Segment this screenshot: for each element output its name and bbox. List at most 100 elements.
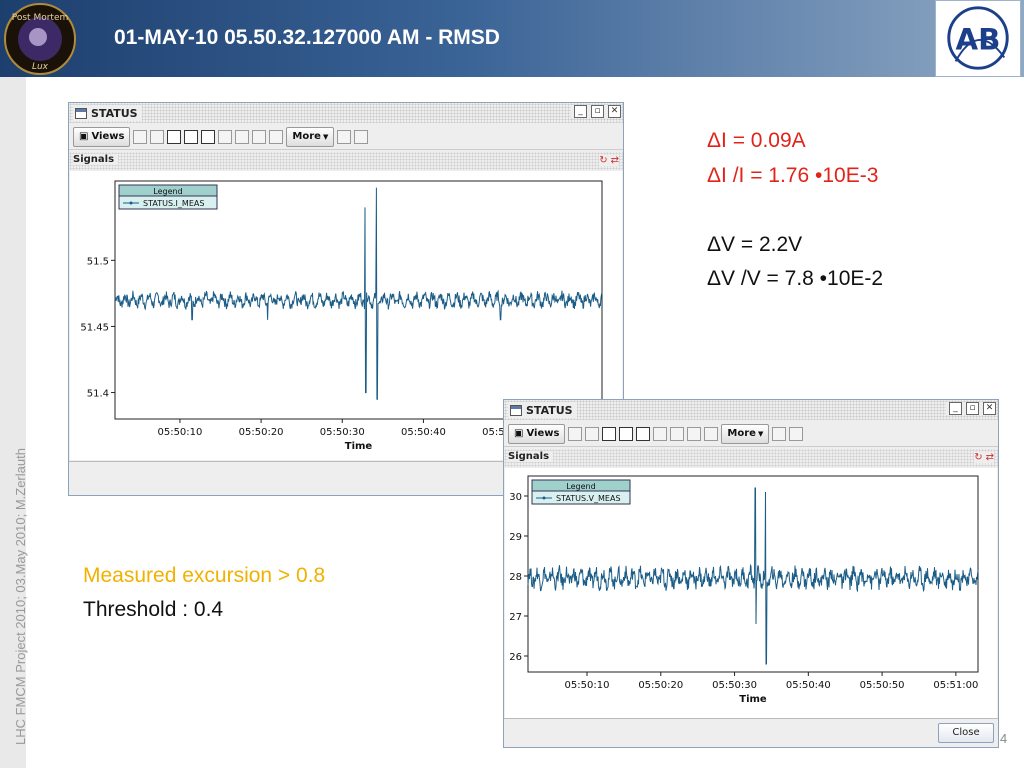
toolbar: ▣ Views More ▼ — [504, 421, 998, 447]
ab-logo: AB — [935, 0, 1021, 77]
window-title: STATUS — [91, 106, 138, 120]
plot-frame — [527, 475, 979, 673]
window-titlebar[interactable]: STATUS _ ▫ ✕ — [504, 400, 998, 420]
views-icon: ▣ — [79, 131, 89, 142]
delta-v-text: ΔV = 2.2V — [707, 233, 803, 256]
legend-entry: STATUS.I_MEAS — [143, 199, 204, 208]
side-band — [0, 77, 26, 768]
signals-bar: Signals ↻ ⇄ — [504, 449, 998, 467]
legend-header — [118, 184, 218, 197]
series-line — [527, 487, 979, 665]
signals-bar: Signals ↻ ⇄ — [69, 152, 623, 170]
add-chart-icon[interactable] — [653, 426, 668, 441]
y-tick-label: 51.4 — [87, 389, 109, 400]
export-icon[interactable] — [772, 426, 787, 441]
columns-icon[interactable] — [167, 129, 182, 144]
table-icon[interactable] — [704, 426, 719, 441]
voltage-chart[interactable]: 30 29 28 27 26 05:50:10 05:50:20 05:50:30 05:50:… — [505, 468, 998, 718]
add-chart-icon[interactable] — [218, 129, 233, 144]
legend-entry: STATUS.V_MEAS — [556, 494, 621, 503]
y-tick-label: 26 — [509, 652, 522, 663]
layout-split-icon[interactable] — [150, 129, 165, 144]
window-titlebar[interactable]: STATUS _ ▫ ✕ — [69, 103, 623, 123]
more-button[interactable]: More ▼ — [721, 423, 770, 444]
signals-label: Signals — [508, 451, 554, 462]
legend-marker — [129, 201, 133, 205]
minimize-icon[interactable]: _ — [574, 105, 587, 118]
views-button[interactable]: ▣ Views — [73, 126, 131, 147]
slide-number: 4 — [1000, 731, 1008, 746]
x-axis-label: Time — [739, 694, 767, 705]
grid-icon[interactable] — [636, 426, 651, 441]
post-mortem-logo: Post Mortem Lux — [4, 3, 76, 75]
layout-icon[interactable] — [133, 129, 148, 144]
page-title: 01-MAY-10 05.50.32.127000 AM - RMSD — [114, 26, 500, 49]
close-icon[interactable]: ✕ — [983, 402, 996, 415]
x-tick-label: 05:50:20 — [239, 427, 284, 438]
y-tick-label: 28 — [509, 572, 522, 583]
x-tick-label: 05:50:10 — [157, 427, 202, 438]
x-tick-label: 05:50:40 — [786, 680, 831, 691]
legend-title: Legend — [153, 187, 182, 196]
remove-chart-icon[interactable] — [235, 129, 250, 144]
logo-text-top: Post Mortem — [12, 13, 69, 23]
table-icon[interactable] — [269, 129, 284, 144]
legend: Legend STATUS.I_MEAS — [118, 184, 218, 210]
rows-icon[interactable] — [619, 426, 634, 441]
delta-i-rel-text: ΔI /I = 1.76 •10E-3 — [707, 164, 879, 187]
remove-chart-icon[interactable] — [670, 426, 685, 441]
window-footer: Close — [504, 718, 998, 747]
chart-panel: 30 29 28 27 26 05:50:10 05:50:20 05:50:30 05:50:… — [505, 468, 997, 718]
panel-icon[interactable] — [687, 426, 702, 441]
sync-icon[interactable]: ⇄ — [985, 452, 994, 463]
export-icon[interactable] — [337, 129, 352, 144]
chevron-down-icon: ▼ — [322, 132, 329, 141]
print-icon[interactable] — [789, 426, 804, 441]
y-tick-label: 29 — [509, 532, 522, 543]
x-tick-label: 05:50:30 — [712, 680, 757, 691]
grid-icon[interactable] — [201, 129, 216, 144]
x-tick-label: 05:51:00 — [933, 680, 978, 691]
x-tick-label: 05:50:40 — [401, 427, 446, 438]
layout-icon[interactable] — [568, 426, 583, 441]
close-button[interactable]: Close — [938, 723, 994, 743]
window-icon — [75, 107, 87, 119]
delta-i-text: ΔI = 0.09A — [707, 129, 806, 152]
rows-icon[interactable] — [184, 129, 199, 144]
excursion-text: Measured excursion > 0.8 — [83, 564, 326, 587]
delta-v-rel-text: ΔV /V = 7.8 •10E-2 — [707, 267, 884, 290]
threshold-text: Threshold : 0.4 — [83, 598, 224, 621]
series-line — [114, 187, 603, 400]
logo-text-bottom: Lux — [32, 62, 49, 72]
x-tick-label: 05:50:10 — [565, 680, 610, 691]
close-icon[interactable]: ✕ — [608, 105, 621, 118]
maximize-icon[interactable]: ▫ — [966, 402, 979, 415]
toolbar: ▣ Views More ▼ — [69, 124, 623, 150]
refresh-icon[interactable]: ↻ — [974, 452, 983, 463]
legend-marker — [542, 496, 546, 500]
refresh-icon[interactable]: ↻ — [599, 155, 608, 166]
legend: Legend STATUS.V_MEAS — [531, 479, 631, 505]
y-tick-label: 51.45 — [80, 322, 109, 333]
x-tick-label: 05:50:30 — [320, 427, 365, 438]
x-tick-label: 05:50:50 — [860, 680, 905, 691]
header-bar: Post Mortem Lux 01-MAY-10 05.50.32.12700… — [0, 0, 1024, 77]
layout-split-icon[interactable] — [585, 426, 600, 441]
sync-icon[interactable]: ⇄ — [610, 155, 619, 166]
legend-title: Legend — [566, 482, 595, 491]
print-icon[interactable] — [354, 129, 369, 144]
columns-icon[interactable] — [602, 426, 617, 441]
views-button[interactable]: ▣ Views — [508, 423, 566, 444]
footer-credit: LHC FMCM Project 2010; 03.May 2010; M.Ze… — [13, 448, 28, 745]
views-icon: ▣ — [514, 428, 524, 439]
minimize-icon[interactable]: _ — [949, 402, 962, 415]
signals-label: Signals — [73, 154, 119, 165]
more-button[interactable]: More ▼ — [286, 126, 335, 147]
y-tick-label: 30 — [509, 492, 522, 503]
window-title: STATUS — [526, 403, 573, 417]
y-tick-label: 51.5 — [87, 256, 109, 267]
x-axis-label: Time — [345, 441, 373, 452]
maximize-icon[interactable]: ▫ — [591, 105, 604, 118]
panel-icon[interactable] — [252, 129, 267, 144]
